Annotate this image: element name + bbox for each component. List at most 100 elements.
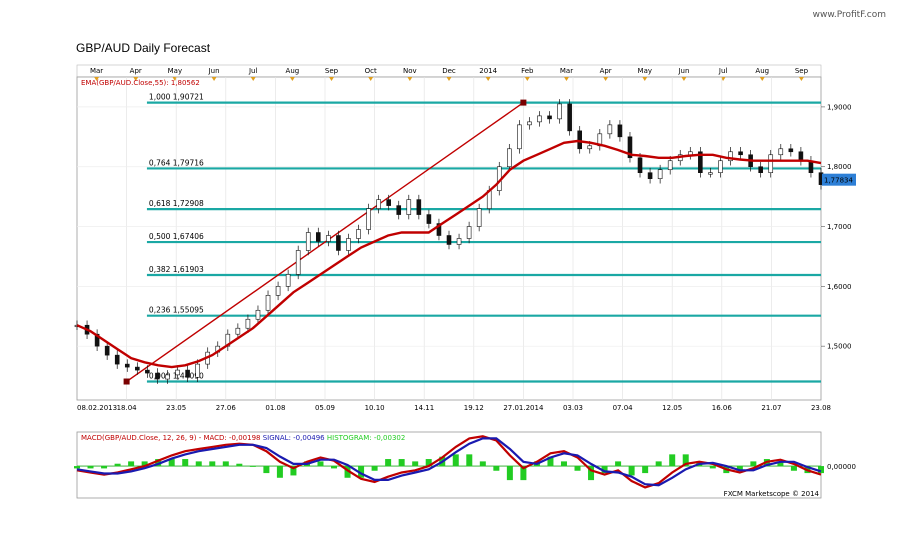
price-candle-body [446,235,452,245]
price-candle-body [195,363,200,378]
date-tick-label: 16.06 [712,404,733,412]
price-candle-body [416,199,422,215]
macd-histogram-bar [276,466,283,478]
price-candle-body [607,124,613,135]
date-tick-label: 03.03 [563,404,583,412]
date-tick-label: 21.07 [761,404,781,412]
price-candle-body [768,154,774,174]
macd-histogram-bar [317,461,324,467]
macd-histogram-bar [588,466,595,481]
month-marker [133,77,139,81]
month-label: Oct [365,67,377,75]
fib-level-label: 0,764 1,79716 [149,158,204,167]
price-candle-body [255,309,261,320]
price-candle-body [577,130,583,150]
macd-histogram-bar [493,466,500,471]
month-label: Jun [208,67,220,75]
month-marker [446,77,452,81]
price-candle-body [285,274,291,287]
price-candle-body [728,151,733,162]
month-marker [329,77,335,81]
month-label: Nov [403,67,417,75]
macd-histogram-bar [74,466,80,469]
price-candle-body [627,136,633,159]
macd-histogram-bar [628,466,635,476]
month-label: Mar [560,67,573,75]
date-tick-label: 12.05 [662,404,682,412]
macd-histogram-bar [425,459,432,467]
month-marker [368,77,374,81]
macd-histogram-bar [452,454,459,467]
date-tick-label: 07.04 [613,404,634,412]
y-tick-label: 1,7000 [827,223,852,231]
macd-histogram-bar [818,466,824,474]
fib-level-label: 1,000 1,90721 [149,93,204,102]
date-tick-label: 18.04 [117,404,138,412]
ema-line [76,139,822,369]
price-candle-body [145,369,150,374]
date-tick-label: 27.06 [216,404,237,412]
price-candle-body [265,295,271,311]
price-candle-body [245,318,251,329]
macd-histogram-bar [479,461,486,467]
price-candle-body [698,151,703,174]
price-candle-body [426,214,432,224]
price-candle-body [507,148,512,168]
current-price-label: 1,77834 [824,177,853,185]
price-candle-body [637,157,643,174]
macd-histogram-bar [222,461,229,467]
macd-histogram-bar [669,454,676,467]
date-tick-label: 01.08 [265,404,285,412]
macd-histogram-bar [182,459,189,467]
y-tick-label: 1,8000 [827,163,852,171]
month-label: May [168,67,182,75]
price-candle-body [165,374,170,380]
signal-line [76,437,822,487]
price-candle-body [527,121,532,126]
price-candle-body [124,363,130,368]
price-candle-body [376,199,381,209]
date-tick-label: 14.11 [414,404,434,412]
price-candle-body [466,226,472,239]
price-candle-body [708,172,713,175]
date-tick-label: 08.02.2013 [77,404,117,412]
month-label: Dec [442,67,456,75]
month-marker [642,77,648,81]
price-candle-body [235,327,241,335]
month-marker [211,77,217,81]
month-marker [563,77,569,81]
price-candle-body [778,148,784,156]
macd-histogram-bar [736,466,743,471]
macd-histogram-bar [236,463,243,467]
macd-histogram-bar [398,459,405,467]
macd-labels: MACD(GBP/AUD.Close, 12, 26, 9) - MACD: -… [81,434,405,442]
macd-histogram-bar [466,454,473,467]
macd-histogram-bar [574,466,581,471]
month-label: Feb [521,67,534,75]
macd-histogram-bar [750,461,757,467]
month-marker [485,77,491,81]
macd-histogram-bar [101,466,108,469]
ema-label: EMA(GBP/AUD.Close,55): 1,80562 [81,79,200,87]
price-candles [74,99,824,384]
macd-histogram-bar [615,461,622,467]
fib-level-label: 0,500 1,67406 [149,232,204,241]
price-candle-body [155,372,160,380]
fib-level-label: 0,000 1,44090 [149,372,204,381]
month-marker [94,77,100,81]
signal-label: SIGNAL: -0,00496 [263,434,327,442]
month-label: Aug [286,67,300,75]
price-candle-body [567,103,572,132]
price-candle-body [738,151,743,156]
fib-level-label: 0,236 1,55095 [149,306,204,315]
month-label: Apr [600,67,612,75]
macd-histogram-bar [209,461,216,467]
price-candle-body [436,223,442,236]
macd-histogram-bar [682,454,689,467]
y-tick-label: 1,5000 [827,343,852,351]
price-tag-bg [822,173,856,186]
pivot-low-marker [123,378,130,385]
month-label: Sep [795,67,809,75]
price-candle-body [114,354,120,365]
